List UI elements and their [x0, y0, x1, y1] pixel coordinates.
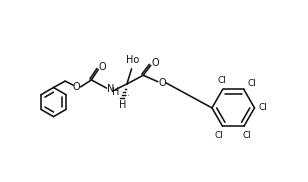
Text: O: O	[151, 58, 159, 68]
Text: Cl: Cl	[242, 130, 251, 140]
Text: Ho: Ho	[126, 55, 139, 65]
Text: O: O	[73, 82, 81, 92]
Text: O: O	[99, 62, 106, 72]
Text: ···: ···	[123, 93, 129, 99]
Text: Cl: Cl	[217, 76, 226, 85]
Text: Cl: Cl	[214, 130, 223, 140]
Text: Cl: Cl	[259, 103, 268, 112]
Text: Cl: Cl	[248, 79, 256, 88]
Text: O: O	[158, 78, 166, 88]
Text: H: H	[112, 87, 120, 97]
Text: H: H	[119, 100, 126, 110]
Text: N: N	[107, 84, 115, 94]
